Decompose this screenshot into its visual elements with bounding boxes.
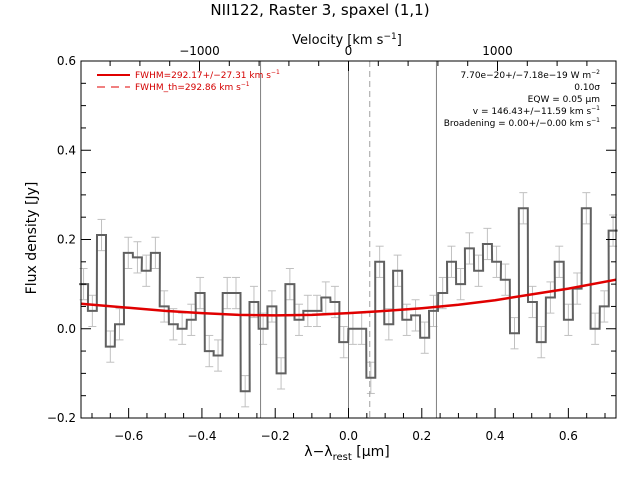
legend-entry-fwhm-main: FWHM=292.17+/−27.31 km s <box>135 71 271 81</box>
x-axis-label: λ−λrest [μm] <box>304 444 389 463</box>
y-tick-label: 0.6 <box>57 54 76 68</box>
x-tick-label: 0.6 <box>559 429 578 443</box>
fit-curve <box>80 278 617 317</box>
annotation-eqw: EQW = 0.05 μm <box>528 95 600 105</box>
fit-annotations: 7.70e−20+/−7.18e−19 W m−2 0.10σ EQW = 0.… <box>444 69 601 129</box>
annotation-velocity: v = 146.43+/−11.59 km s−1 <box>473 105 600 117</box>
x-tick-label: −0.4 <box>187 429 216 443</box>
annotation-sigma: 0.10σ <box>574 83 600 93</box>
y-tick-label: 0.0 <box>57 322 76 336</box>
x-axis-label-unit: [μm] <box>352 444 390 460</box>
y-tick-label: 0.4 <box>57 143 76 157</box>
legend: FWHM=292.17+/−27.31 km s−1 FWHM_th=292.8… <box>97 69 280 93</box>
top-axis-label-exp: −1 <box>383 32 396 42</box>
annotation-line-flux: 7.70e−20+/−7.18e−19 W m−2 <box>461 69 601 81</box>
legend-entry-fwhm-th-main: FWHM_th=292.86 km s <box>135 83 241 93</box>
x-tick-label: 0.0 <box>339 429 358 443</box>
y-axis-label: Flux density [Jy] <box>24 182 40 295</box>
top-axis-label-main: Velocity [km s <box>292 33 384 48</box>
top-tick-label: 1000 <box>482 44 513 58</box>
legend-entry-fwhm-th-exp: −1 <box>241 81 250 88</box>
legend-entry-fwhm-th: FWHM_th=292.86 km s−1 <box>135 81 250 93</box>
top-tick-label: −1000 <box>179 44 220 58</box>
annotation-broadening: Broadening = 0.00+/−0.00 km s−1 <box>444 117 600 129</box>
top-axis-label: Velocity [km s−1] <box>292 32 402 48</box>
data-histogram <box>79 207 618 393</box>
y-tick-label: 0.2 <box>57 233 76 247</box>
y-tick-label: −0.2 <box>47 411 76 425</box>
chart-title: NII122, Raster 3, spaxel (1,1) <box>210 1 429 19</box>
x-tick-label: 0.2 <box>412 429 431 443</box>
legend-entry-fwhm-exp: −1 <box>271 69 280 76</box>
x-tick-label: −0.6 <box>114 429 143 443</box>
x-axis-label-sub: rest <box>333 452 352 463</box>
top-axis-label-end: ] <box>397 33 402 48</box>
x-tick-label: 0.4 <box>486 429 505 443</box>
x-axis-label-main: λ−λ <box>304 444 332 460</box>
top-tick-label: 0 <box>345 44 353 58</box>
legend-entry-fwhm: FWHM=292.17+/−27.31 km s−1 <box>135 69 280 81</box>
x-tick-label: −0.2 <box>261 429 290 443</box>
